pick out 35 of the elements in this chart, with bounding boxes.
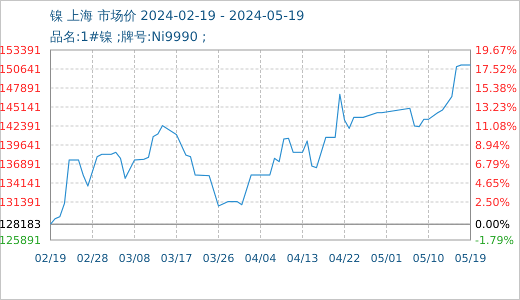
- y2-tick-label: 13.23%: [475, 101, 517, 114]
- y2-tick-label: 11.08%: [475, 120, 517, 134]
- y2-tick-label: 6.79%: [475, 158, 510, 172]
- chart-subtitle: 品名:1#镍 ;牌号:Ni9990 ;: [50, 30, 206, 45]
- y2-tick-label: 17.52%: [475, 63, 517, 76]
- x-tick-label: 04/13: [286, 252, 318, 265]
- y-tick-label: 147891: [0, 82, 41, 95]
- y2-tick-label: 4.65%: [475, 176, 510, 190]
- x-tick-label: 04/04: [244, 252, 276, 265]
- y-tick-label: 145141: [0, 101, 41, 114]
- y2-tick-label: 19.67%: [475, 44, 517, 57]
- x-tick-label: 02/19: [34, 252, 66, 265]
- y-tick-label: 153391: [0, 44, 41, 57]
- x-tick-label: 03/17: [160, 252, 192, 265]
- x-tick-label: 05/10: [412, 252, 444, 265]
- y-tick-label: 134141: [0, 177, 41, 190]
- y2-tick-label: -1.79%: [475, 234, 514, 247]
- y-tick-label: 136891: [0, 158, 41, 171]
- y-tick-label: 125891: [0, 234, 41, 247]
- y2-tick-label: 8.94%: [475, 139, 510, 152]
- x-tick-label: 02/28: [76, 252, 108, 265]
- x-tick-label: 03/26: [202, 252, 234, 265]
- y-tick-label: 150641: [0, 63, 41, 76]
- x-tick-label: 05/01: [370, 252, 402, 265]
- y-tick-label: 139641: [0, 139, 41, 152]
- x-tick-label: 04/22: [328, 252, 360, 265]
- y-tick-label: 142391: [0, 120, 41, 133]
- y2-tick-label: 15.38%: [475, 82, 517, 95]
- x-tick-label: 03/08: [118, 252, 150, 265]
- x-tick-label: 05/19: [454, 252, 486, 265]
- y2-tick-label: 2.50%: [475, 196, 510, 210]
- y2-tick-label: 0.00%: [475, 218, 510, 232]
- y-tick-label: 131391: [0, 196, 41, 209]
- y-tick-label: 128183: [0, 218, 41, 232]
- chart-title: 镍 上海 市场价 2024-02-19 - 2024-05-19: [49, 9, 304, 24]
